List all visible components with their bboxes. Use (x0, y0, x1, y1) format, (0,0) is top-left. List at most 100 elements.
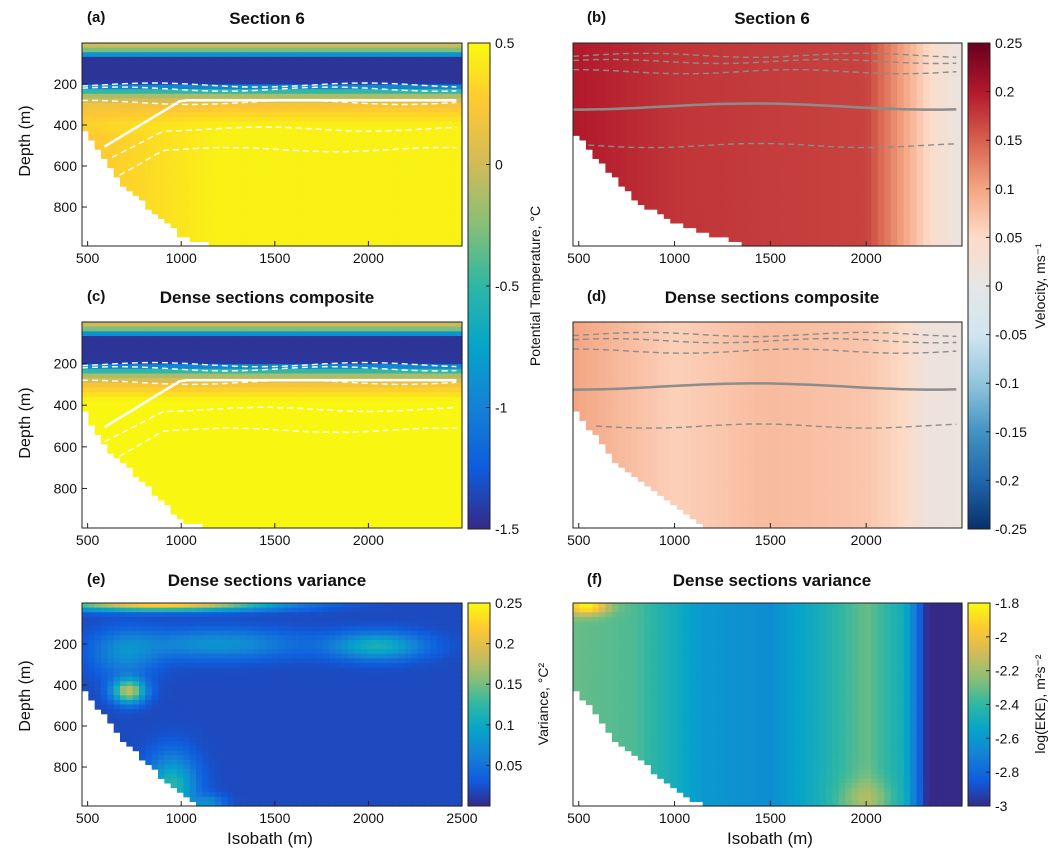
heatmap-cell (177, 213, 184, 219)
heatmap-cell (748, 176, 756, 183)
heatmap-cell (663, 52, 671, 58)
heatmap-cell (335, 232, 343, 238)
heatmap-cell (799, 181, 807, 187)
heatmap-cell (392, 190, 400, 196)
heatmap-cell (335, 176, 343, 183)
heatmap-cell (322, 47, 330, 53)
panel-b-letter: (b) (587, 9, 606, 26)
heatmap-cell (379, 93, 387, 99)
heatmap-cell (94, 350, 102, 356)
heatmap-cell (392, 79, 400, 86)
heatmap-cell (910, 135, 918, 141)
heatmap-cell (624, 89, 632, 95)
heatmap-cell (240, 149, 248, 155)
heatmap-cell (126, 176, 134, 183)
heatmap-cell (278, 195, 286, 201)
heatmap-cell (890, 56, 898, 63)
heatmap-cell (955, 121, 963, 127)
heatmap-cell (812, 204, 820, 210)
heatmap-cell (637, 186, 645, 192)
heatmap-cell (806, 75, 814, 81)
heatmap-cell (592, 98, 600, 104)
heatmap-cell (929, 195, 937, 201)
heatmap-cell (94, 93, 102, 99)
heatmap-cell (367, 107, 374, 113)
heatmap-cell (825, 167, 833, 173)
heatmap-cell (709, 218, 717, 224)
heatmap-cell (624, 75, 632, 81)
heatmap-cell (890, 190, 898, 196)
heatmap-cell (637, 135, 645, 141)
heatmap-cell (291, 232, 298, 238)
heatmap-cell (903, 158, 911, 164)
heatmap-cell (832, 172, 840, 178)
heatmap-cell (819, 195, 827, 201)
heatmap-cell (443, 227, 450, 233)
heatmap-cell (386, 190, 393, 196)
heatmap-cell (871, 195, 879, 201)
heatmap-cell (234, 186, 241, 192)
heatmap-cell (715, 84, 723, 90)
heatmap-cell (663, 116, 671, 123)
heatmap-cell (348, 209, 355, 215)
heatmap-cell (113, 61, 121, 67)
heatmap-cell (644, 98, 652, 104)
heatmap-cell (929, 52, 937, 58)
heatmap-cell (113, 153, 121, 159)
heatmap-cell (196, 102, 203, 109)
heatmap-cell (430, 153, 438, 159)
heatmap-cell (101, 331, 108, 337)
heatmap-cell (663, 121, 671, 127)
heatmap-cell (858, 190, 866, 196)
heatmap-cell (611, 162, 619, 169)
heatmap-cell (657, 107, 665, 113)
heatmap-cell (812, 218, 820, 224)
heatmap-cell (303, 222, 311, 229)
heatmap-cell (741, 52, 749, 58)
heatmap-cell (936, 52, 944, 58)
heatmap-cell (94, 336, 102, 342)
heatmap-cell (335, 167, 343, 173)
heatmap-cell (392, 186, 400, 192)
heatmap-cell (354, 209, 362, 215)
heatmap-cell (107, 364, 115, 370)
heatmap-cell (676, 199, 684, 206)
heatmap-cell (825, 116, 833, 123)
heatmap-cell (246, 153, 254, 159)
heatmap-cell (322, 112, 330, 118)
heatmap-cell (253, 241, 260, 247)
heatmap-cell (696, 227, 704, 233)
heatmap-cell (341, 107, 349, 113)
heatmap-cell (722, 227, 730, 233)
heatmap-cell (624, 70, 632, 76)
heatmap-cell (812, 241, 820, 247)
heatmap-cell (272, 79, 279, 86)
heatmap-cell (903, 61, 911, 67)
heatmap-cell (579, 70, 587, 76)
heatmap-cell (851, 144, 859, 150)
heatmap-cell (916, 135, 924, 141)
heatmap-cell (585, 89, 594, 95)
heatmap-cell (754, 195, 762, 201)
heatmap-cell (702, 66, 710, 72)
heatmap-cell (825, 93, 833, 99)
heatmap-cell (88, 326, 96, 332)
heatmap-cell (910, 121, 918, 127)
heatmap-cell (215, 218, 222, 224)
heatmap-cell (341, 232, 349, 238)
heatmap-cell (851, 172, 859, 178)
heatmap-cell (455, 213, 463, 219)
heatmap-cell (871, 181, 879, 187)
heatmap-cell (145, 158, 153, 164)
heatmap-cell (170, 121, 178, 127)
heatmap-cell (424, 199, 431, 206)
heatmap-cell (126, 56, 134, 63)
heatmap-cell (234, 112, 241, 118)
heatmap-cell (82, 84, 89, 90)
heatmap-cell (316, 209, 324, 215)
heatmap-cell (942, 52, 950, 58)
heatmap-cell (379, 209, 387, 215)
heatmap-cell (430, 66, 438, 72)
heatmap-cell (94, 107, 102, 113)
heatmap-cell (303, 158, 311, 164)
